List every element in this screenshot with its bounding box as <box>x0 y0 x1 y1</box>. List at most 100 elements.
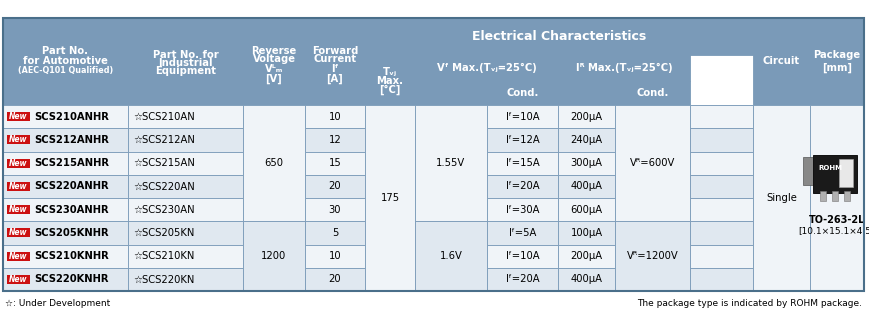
Bar <box>305 221 365 244</box>
Bar <box>7 159 30 168</box>
Bar <box>614 81 689 105</box>
Text: Vᶠ Max.(Tᵥⱼ=25°C): Vᶠ Max.(Tᵥⱼ=25°C) <box>436 63 536 73</box>
Bar <box>689 175 753 198</box>
Bar <box>838 159 852 187</box>
Text: [A]: [A] <box>326 73 343 84</box>
Bar <box>242 268 305 291</box>
Bar <box>305 151 365 175</box>
Bar <box>128 268 242 291</box>
Bar <box>689 198 753 221</box>
Bar <box>614 221 689 244</box>
Text: Voltage: Voltage <box>252 54 295 64</box>
Bar <box>415 221 487 244</box>
Text: Reverse: Reverse <box>251 45 296 55</box>
Bar <box>689 221 753 244</box>
Bar <box>809 105 863 291</box>
Bar <box>487 198 557 221</box>
Bar <box>3 128 128 151</box>
Text: ☆SCS215AN: ☆SCS215AN <box>133 158 195 168</box>
Bar <box>614 175 689 198</box>
Bar <box>614 128 689 151</box>
Bar <box>305 128 365 151</box>
Text: Iᴿ Max.(Tᵥⱼ=25°C): Iᴿ Max.(Tᵥⱼ=25°C) <box>575 63 672 73</box>
Text: Current: Current <box>313 54 356 64</box>
Bar <box>753 105 809 291</box>
Text: ☆SCS220AN: ☆SCS220AN <box>133 181 195 191</box>
Bar <box>557 55 689 81</box>
Bar <box>487 268 557 291</box>
Bar <box>365 198 415 221</box>
Bar <box>3 18 128 105</box>
Bar <box>365 105 415 291</box>
Bar <box>365 175 415 198</box>
Text: 100μA: 100μA <box>570 228 602 238</box>
Bar <box>614 105 689 128</box>
Bar <box>242 175 305 198</box>
Bar <box>487 221 557 244</box>
Text: 10: 10 <box>328 251 341 261</box>
Bar <box>415 268 487 291</box>
Bar <box>242 105 305 128</box>
Bar <box>242 151 305 175</box>
Bar <box>689 268 753 291</box>
Text: ROHM: ROHM <box>817 165 841 171</box>
Bar <box>128 18 242 105</box>
Text: New: New <box>10 228 28 237</box>
Text: New: New <box>10 275 28 284</box>
Text: SCS230ANHR: SCS230ANHR <box>34 205 109 215</box>
Bar <box>415 105 487 128</box>
Text: Iᶠ=20A: Iᶠ=20A <box>505 181 539 191</box>
Bar <box>487 151 557 175</box>
Text: Iᶠ=20A: Iᶠ=20A <box>505 275 539 285</box>
Bar <box>365 128 415 151</box>
Text: SCS220KNHR: SCS220KNHR <box>34 275 109 285</box>
Text: 1.55V: 1.55V <box>436 158 465 168</box>
Bar <box>819 191 825 201</box>
Text: Circuit: Circuit <box>762 57 799 66</box>
Bar <box>365 244 415 268</box>
Bar <box>7 205 30 214</box>
Bar <box>753 128 809 151</box>
Bar <box>812 155 856 193</box>
Bar <box>753 268 809 291</box>
Bar <box>689 151 753 175</box>
Text: Iᶠ=12A: Iᶠ=12A <box>505 135 539 145</box>
Bar <box>242 221 305 291</box>
Bar <box>614 244 689 268</box>
Text: New: New <box>10 252 28 261</box>
Bar <box>487 175 557 198</box>
Bar <box>128 175 242 198</box>
Text: Equipment: Equipment <box>155 66 216 76</box>
Bar <box>3 105 128 128</box>
Text: Iᶠ: Iᶠ <box>331 64 338 74</box>
Text: Iᶠ=5A: Iᶠ=5A <box>508 228 535 238</box>
Bar <box>7 275 30 284</box>
Bar <box>689 105 753 128</box>
Text: Iᶠ=10A: Iᶠ=10A <box>505 112 539 122</box>
Text: Vᴿ=600V: Vᴿ=600V <box>629 158 674 168</box>
Text: ☆: Under Development: ☆: Under Development <box>5 299 110 307</box>
Bar <box>557 175 614 198</box>
Bar <box>305 244 365 268</box>
Text: 20: 20 <box>328 275 341 285</box>
Text: 200μA: 200μA <box>570 251 602 261</box>
Text: New: New <box>10 112 28 121</box>
Text: Cond.: Cond. <box>635 88 668 98</box>
Bar <box>305 268 365 291</box>
Bar <box>242 244 305 268</box>
Text: Iᶠ=30A: Iᶠ=30A <box>505 205 539 215</box>
Bar <box>365 55 415 105</box>
Text: ☆SCS205KN: ☆SCS205KN <box>133 228 194 238</box>
Bar <box>7 228 30 237</box>
Bar <box>415 81 487 105</box>
Bar <box>415 105 487 221</box>
Bar <box>753 221 809 244</box>
Bar <box>689 244 753 268</box>
Text: SCS205KNHR: SCS205KNHR <box>34 228 109 238</box>
Bar <box>809 18 863 105</box>
Text: Max.: Max. <box>376 76 403 86</box>
Bar <box>3 198 128 221</box>
Bar <box>802 157 814 185</box>
Text: SCS210ANHR: SCS210ANHR <box>34 112 109 122</box>
Bar <box>557 105 614 128</box>
